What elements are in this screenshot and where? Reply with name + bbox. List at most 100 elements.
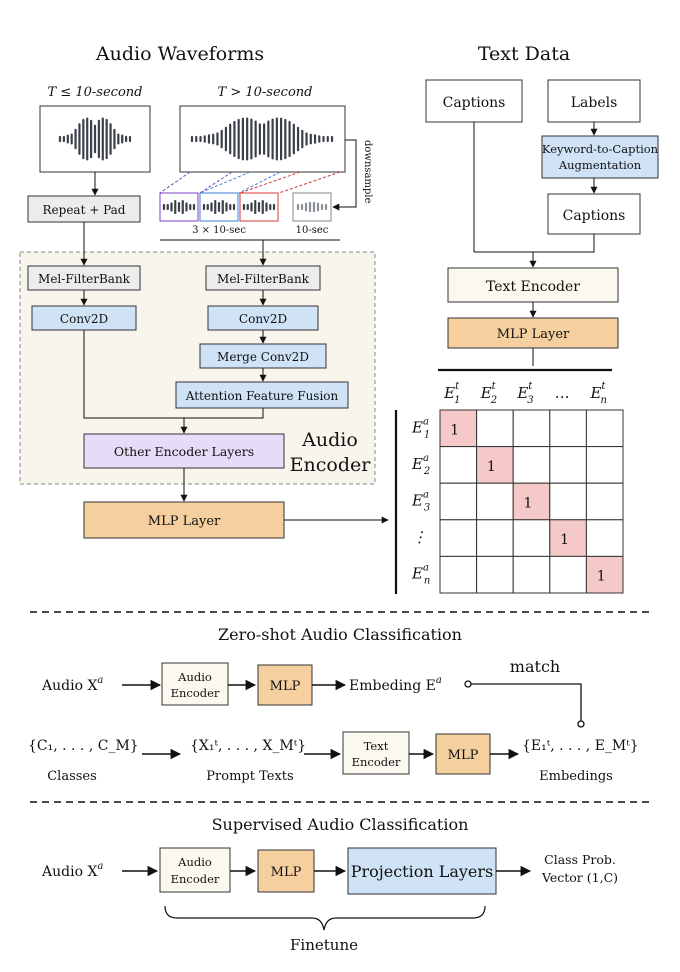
zs-classes-set: {C₁, . . . , C_M} — [28, 738, 139, 754]
match-label: match — [510, 657, 560, 676]
repeat-pad-box — [27, 195, 141, 223]
sup-audio-encoder-box — [159, 847, 231, 893]
matrix-col-label: Et n — [589, 381, 606, 406]
zs-classes-label: Classes — [47, 769, 97, 784]
audio-encoder-label-line1: Audio — [301, 429, 358, 451]
matrix-cell — [549, 555, 587, 594]
zs-embedding-output: Embeding Ea — [349, 675, 442, 694]
zs-prompt-label: Prompt Texts — [206, 769, 293, 784]
matrix-row-label: Ea n — [411, 563, 430, 587]
zs-mlp-2-label: MLP — [448, 748, 479, 763]
sup-mlp-label: MLP — [271, 865, 302, 880]
matrix-cell — [585, 482, 624, 521]
zs-mlp-1-label: MLP — [270, 679, 301, 694]
short-waveform-icon — [58, 117, 132, 161]
matrix-cell — [549, 446, 587, 484]
matrix-row-label: ⋮ — [412, 528, 427, 546]
text-data-title: Text Data — [478, 43, 570, 65]
conv2d-right-box — [207, 305, 319, 331]
matrix-cell — [439, 519, 478, 557]
matrix-cell — [585, 409, 624, 448]
audio-mlp-layer-label: MLP Layer — [148, 514, 221, 529]
matrix-cell — [439, 446, 478, 484]
merge-conv2d-label: Merge Conv2D — [217, 350, 309, 364]
text-mlp-layer-box — [447, 317, 619, 349]
zs-text-encoder-box — [342, 731, 410, 775]
matrix-cell — [549, 482, 587, 521]
short-audio-condition: T ≤ 10-second — [48, 85, 143, 100]
slices-label: 3 × 10-sec — [192, 225, 246, 236]
long-audio-condition: T > 10-second — [218, 85, 313, 100]
long-waveform-box — [179, 105, 346, 173]
audio-waveforms-title: Audio Waveforms — [95, 43, 264, 65]
class-prob-label-2: Vector (1,C) — [541, 870, 618, 885]
mel-filterbank-left-box — [27, 265, 141, 291]
sup-audio-input: Audio Xa — [41, 861, 103, 880]
matrix-cell — [585, 519, 624, 557]
matrix-cell — [549, 409, 587, 448]
finetune-label: Finetune — [290, 936, 358, 954]
downsample-size-label: 10-sec — [296, 225, 329, 236]
downsample-label: downsample — [362, 140, 373, 204]
matrix-diagonal-value: 1 — [487, 459, 496, 475]
zs-embeddings-set: {E₁ᵗ, . . . , E_Mᵗ} — [522, 738, 639, 754]
matrix-col-label: Et 3 — [516, 381, 533, 406]
long-waveform-icon — [190, 117, 334, 161]
labels-label: Labels — [571, 95, 618, 111]
finetune-brace — [164, 905, 486, 931]
matrix-cell — [585, 446, 624, 484]
augmented-captions-box — [547, 193, 641, 235]
slice-box-2 — [199, 192, 239, 222]
matrix-col-label: Et 1 — [443, 381, 460, 406]
other-encoder-layers-box — [83, 433, 285, 469]
mel-filterbank-right-label: Mel-FilterBank — [217, 272, 310, 286]
attention-feature-fusion-label: Attention Feature Fusion — [185, 389, 339, 403]
matrix-cell — [439, 555, 478, 594]
keyword-to-caption-label-1: Keyword-to-Caption — [542, 142, 659, 156]
conv2d-left-label: Conv2D — [60, 312, 108, 326]
zs-embeddings-label: Embedings — [539, 769, 613, 784]
matrix-diagonal-value: 1 — [450, 422, 459, 438]
projection-layers-box — [347, 847, 497, 895]
matrix-cell — [512, 409, 551, 448]
keyword-to-caption-box — [541, 135, 659, 179]
mel-filterbank-right-box — [205, 265, 321, 291]
matrix-cell — [476, 482, 514, 521]
downsample-arrow — [332, 139, 357, 211]
conv2d-right-label: Conv2D — [239, 312, 287, 326]
slice-waveform-icons — [162, 199, 328, 215]
zero-shot-title: Zero-shot Audio Classification — [218, 625, 462, 644]
matrix-cell — [476, 519, 514, 557]
zs-audio-encoder-box — [161, 662, 229, 706]
audio-encoder-label-line2: Encoder — [290, 454, 372, 476]
sup-audio-encoder-label-1: Audio — [177, 855, 212, 869]
zs-audio-encoder-label-2: Encoder — [171, 686, 220, 700]
attention-feature-fusion-box — [175, 381, 349, 409]
downsample-box — [292, 192, 332, 222]
matrix-col-label: Et 2 — [480, 381, 497, 406]
matrix-row-label: Ea 1 — [411, 416, 430, 440]
class-prob-label-1: Class Prob. — [544, 852, 616, 867]
zs-text-encoder-label-2: Encoder — [352, 755, 401, 769]
audio-mlp-layer-box — [83, 501, 285, 539]
matrix-cell — [512, 446, 551, 484]
supervised-title: Supervised Audio Classification — [212, 815, 469, 834]
matrix-cell — [512, 519, 551, 557]
merge-conv2d-box — [199, 343, 327, 369]
matrix-cell — [439, 482, 478, 521]
match-endpoint-2 — [577, 720, 585, 728]
sup-audio-encoder-label-2: Encoder — [171, 872, 220, 886]
keyword-to-caption-label-2: Augmentation — [558, 158, 642, 172]
text-encoder-box — [447, 267, 619, 303]
match-connector — [468, 683, 582, 724]
captions-label: Captions — [443, 95, 506, 111]
zs-prompt-set: {X₁ᵗ, . . . , X_Mᵗ} — [190, 738, 306, 754]
captions-box — [425, 79, 523, 123]
sup-mlp-box — [257, 849, 315, 893]
matrix-diagonal-value: 1 — [524, 496, 533, 512]
similarity-matrix: 1 1 1 1 1 Et 1 Et 2 Et 3 … Et n Ea 1 Ea 2 Ea 3 ⋮ Ea n — [411, 381, 624, 594]
matrix-cell — [476, 555, 514, 594]
matrix-cell — [476, 409, 514, 448]
